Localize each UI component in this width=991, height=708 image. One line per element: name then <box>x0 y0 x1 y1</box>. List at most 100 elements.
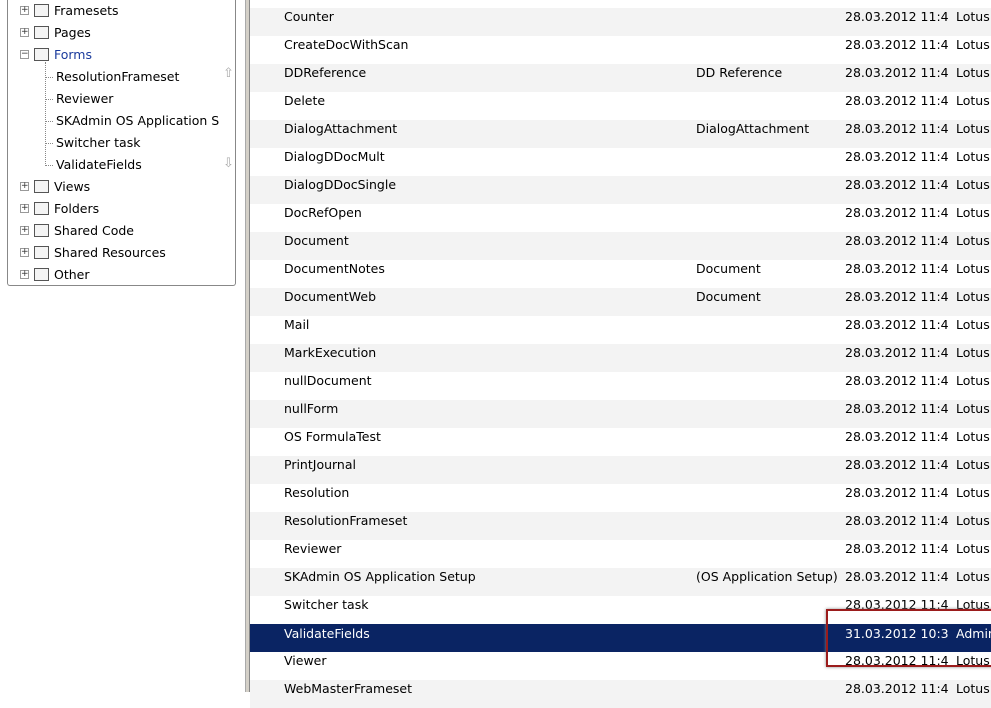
tree-child-item[interactable]: Switcher task <box>8 132 221 154</box>
list-row[interactable]: Viewer 28.03.2012 11:4 Lotus <box>250 652 991 680</box>
expand-icon[interactable]: + <box>20 203 29 213</box>
list-row[interactable]: DocumentWeb Document 28.03.2012 11:4 Lotus <box>250 288 991 316</box>
author-cell: Lotus <box>956 373 990 388</box>
list-row[interactable]: DocRefOpen 28.03.2012 11:4 Lotus <box>250 204 991 232</box>
expand-icon[interactable]: + <box>20 181 29 191</box>
list-row[interactable]: nullDocument 28.03.2012 11:4 Lotus <box>250 372 991 400</box>
name-cell: DialogDDocMult <box>284 149 385 164</box>
tree-item-framesets[interactable]: + Framesets <box>20 3 119 18</box>
tree-child-item[interactable]: SKAdmin OS Application S <box>8 110 221 132</box>
author-cell: Lotus <box>956 149 990 164</box>
name-cell: nullDocument <box>284 373 372 388</box>
author-cell: Lotus <box>956 289 990 304</box>
pane-splitter[interactable] <box>245 0 250 692</box>
modified-cell: 28.03.2012 11:4 <box>845 569 949 584</box>
name-cell: MarkExecution <box>284 345 377 360</box>
name-cell: SKAdmin OS Application Setup <box>284 569 476 584</box>
list-row[interactable]: DocumentNotes Document 28.03.2012 11:4 Lotu… <box>250 260 991 288</box>
modified-cell: 28.03.2012 11:4 <box>845 261 949 276</box>
name-cell: Counter <box>284 9 334 24</box>
expand-icon[interactable]: + <box>20 269 29 279</box>
tree-item-shared-resources[interactable]: + Shared Resources <box>20 245 166 260</box>
list-row[interactable]: ResolutionFrameset 28.03.2012 11:4 Lotus <box>250 512 991 540</box>
tree-item-other[interactable]: + Other <box>20 267 90 282</box>
author-cell: Lotus <box>956 457 990 472</box>
alias-cell: DialogAttachment <box>696 121 810 136</box>
tree-item-folders[interactable]: + Folders <box>20 201 100 216</box>
tree-item-views[interactable]: + Views <box>20 179 91 194</box>
author-cell: Admin <box>956 626 991 641</box>
modified-cell: 28.03.2012 11:4 <box>845 373 949 388</box>
name-cell: PrintJournal <box>284 457 356 472</box>
list-row[interactable]: DialogAttachment DialogAttachment 28.03.20… <box>250 120 991 148</box>
list-row[interactable]: CreateDocWithScan 28.03.2012 11:4 Lotus <box>250 36 991 64</box>
alias-cell: DD Reference <box>696 65 783 80</box>
modified-cell: 28.03.2012 11:4 <box>845 205 949 220</box>
author-cell: Lotus <box>956 205 990 220</box>
tree-child-item[interactable]: Reviewer <box>8 88 221 110</box>
tree-item-pages[interactable]: + Pages <box>20 25 91 40</box>
author-cell: Lotus <box>956 541 990 556</box>
modified-cell: 28.03.2012 11:4 <box>845 37 949 52</box>
author-cell: Lotus <box>956 177 990 192</box>
expand-icon[interactable]: + <box>20 27 29 37</box>
name-cell: Document <box>284 233 349 248</box>
tree-child-item[interactable]: ValidateFields <box>8 154 221 176</box>
expand-icon[interactable]: + <box>20 5 29 15</box>
collapse-icon[interactable]: − <box>20 49 29 59</box>
author-cell: Lotus <box>956 37 990 52</box>
scroll-up-icon[interactable]: ⇧ <box>223 66 234 81</box>
name-cell: nullForm <box>284 401 339 416</box>
list-row[interactable]: OS FormulaTest 28.03.2012 11:4 Lotus <box>250 428 991 456</box>
highlight-annotation-box <box>826 609 991 667</box>
alias-cell: Document <box>696 289 761 304</box>
tree-line <box>45 62 46 166</box>
name-cell: Resolution <box>284 485 350 500</box>
modified-cell: 28.03.2012 11:4 <box>845 597 949 612</box>
modified-cell: 28.03.2012 11:4 <box>845 177 949 192</box>
modified-cell: 28.03.2012 11:4 <box>845 541 949 556</box>
list-row[interactable]: PrintJournal 28.03.2012 11:4 Lotus <box>250 456 991 484</box>
list-row[interactable]: Mail 28.03.2012 11:4 Lotus <box>250 316 991 344</box>
list-row[interactable]: Delete 28.03.2012 11:4 Lotus <box>250 92 991 120</box>
modified-cell: 28.03.2012 11:4 <box>845 317 949 332</box>
name-cell: ResolutionFrameset <box>284 513 408 528</box>
expand-icon[interactable]: + <box>20 247 29 257</box>
tree-item-shared-code[interactable]: + Shared Code <box>20 223 134 238</box>
tree-item-forms[interactable]: − Forms <box>20 47 93 62</box>
design-element-list: Counter 28.03.2012 11:4 Lotus CreateDocWith… <box>250 8 991 708</box>
view-icon <box>34 180 49 193</box>
alias-cell: (OS Application Setup) <box>696 569 838 584</box>
shared-code-icon <box>34 224 49 237</box>
author-cell: Lotus <box>956 65 990 80</box>
list-row[interactable]: MarkExecution 28.03.2012 11:4 Lotus <box>250 344 991 372</box>
page-icon <box>34 26 49 39</box>
list-row[interactable]: nullForm 28.03.2012 11:4 Lotus <box>250 400 991 428</box>
name-cell: DialogDDocSingle <box>284 177 397 192</box>
expand-icon[interactable]: + <box>20 225 29 235</box>
list-row[interactable]: DialogDDocMult 28.03.2012 11:4 Lotus <box>250 148 991 176</box>
author-cell: Lotus <box>956 597 990 612</box>
modified-cell: 28.03.2012 11:4 <box>845 513 949 528</box>
modified-cell: 28.03.2012 11:4 <box>845 653 949 668</box>
author-cell: Lotus <box>956 233 990 248</box>
list-row[interactable]: DialogDDocSingle 28.03.2012 11:4 Lotus <box>250 176 991 204</box>
list-row[interactable]: WebMasterFrameset 28.03.2012 11:4 Lotus <box>250 680 991 708</box>
list-row[interactable]: Resolution 28.03.2012 11:4 Lotus <box>250 484 991 512</box>
list-row[interactable]: Document 28.03.2012 11:4 Lotus <box>250 232 991 260</box>
list-row[interactable]: ValidateFields 31.03.2012 10:3 Admin <box>250 624 991 652</box>
modified-cell: 28.03.2012 11:4 <box>845 121 949 136</box>
tree-child-item[interactable]: ResolutionFrameset <box>8 66 221 88</box>
name-cell: Reviewer <box>284 541 342 556</box>
list-row[interactable]: SKAdmin OS Application Setup (OS Applicat… <box>250 568 991 596</box>
list-row[interactable]: Reviewer 28.03.2012 11:4 Lotus <box>250 540 991 568</box>
list-row[interactable]: Counter 28.03.2012 11:4 Lotus <box>250 8 991 36</box>
modified-cell: 28.03.2012 11:4 <box>845 9 949 24</box>
list-row[interactable]: DDReference DD Reference 28.03.2012 11:4 Lo… <box>250 64 991 92</box>
scroll-down-icon[interactable]: ⇩ <box>223 156 234 171</box>
name-cell: DDReference <box>284 65 367 80</box>
name-cell: Switcher task <box>284 597 369 612</box>
author-cell: Lotus <box>956 93 990 108</box>
list-row[interactable]: Switcher task 28.03.2012 11:4 Lotus <box>250 596 991 624</box>
shared-resources-icon <box>34 246 49 259</box>
